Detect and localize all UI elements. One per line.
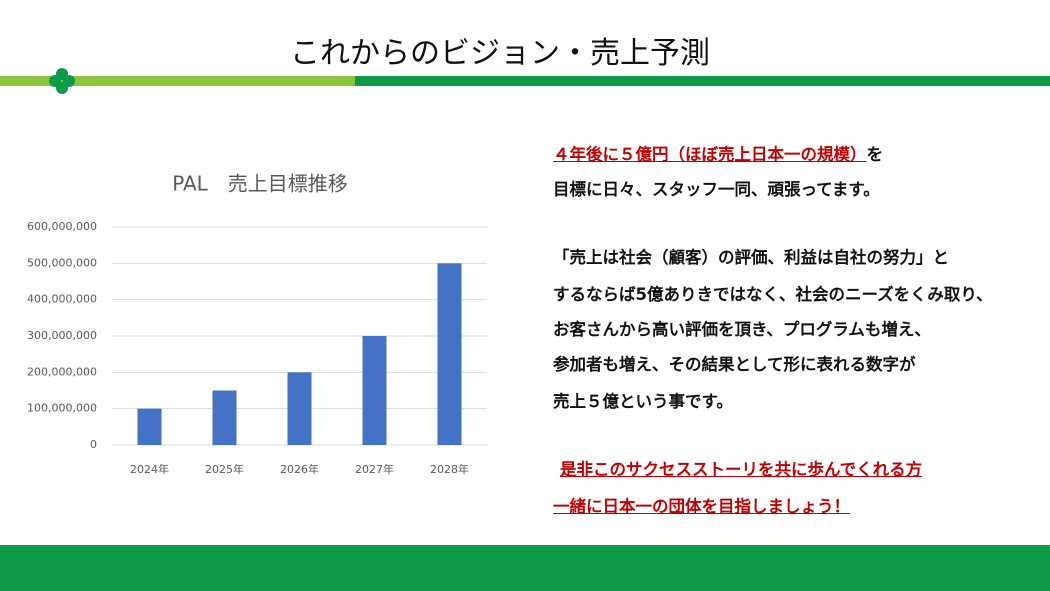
bar: [362, 336, 387, 445]
call-line: 是非このサクセスストーリを共に歩んでくれる方: [560, 460, 923, 479]
y-tick-label: 200,000,000: [27, 365, 97, 378]
x-tick-label: 2025年: [205, 462, 244, 476]
chart: PAL 売上目標推移 0 100,000,000 200,000,000 300,00…: [27, 172, 487, 476]
y-tick-label: 500,000,000: [27, 256, 97, 269]
bar: [137, 408, 162, 445]
y-tick-label: 300,000,000: [27, 329, 97, 342]
y-tick-label: 400,000,000: [27, 293, 97, 306]
call-line: 一緒に日本一の団体を目指しましょう！: [553, 497, 850, 516]
bar: [437, 263, 462, 445]
philosophy-line: 売上５億という事です。: [553, 392, 733, 411]
x-tick-label: 2027年: [355, 462, 394, 476]
x-tick-label: 2028年: [430, 462, 469, 476]
goal-line: ４年後に５億円（ほぼ売上日本一の規模）を: [553, 145, 883, 165]
philosophy-line: お客さんから高い評価を頂き、プログラムも増え、: [553, 320, 931, 339]
x-tick-label: 2026年: [280, 462, 319, 476]
philosophy-line: 「売上は社会（顧客）の評価、利益は自社の努力」と: [553, 248, 949, 267]
goal-highlight: ４年後に５億円（ほぼ売上日本一の規模）: [553, 145, 867, 164]
y-tick-label: 100,000,000: [27, 402, 97, 415]
y-tick-label: 0: [90, 438, 97, 451]
header-rule-light: [0, 76, 355, 86]
x-tick-label: 2024年: [130, 462, 169, 476]
bar: [287, 372, 312, 445]
header-rule-dark: [355, 76, 1050, 86]
chart-title: PAL 売上目標推移: [172, 172, 348, 196]
philosophy-line: 参加者も増え、その結果として形に表れる数字が: [553, 355, 916, 374]
bar: [212, 390, 237, 445]
slide-title: これからのビジョン・売上予測: [290, 36, 710, 71]
footer-band: [0, 545, 1050, 591]
goal-rest: を: [866, 145, 884, 164]
y-tick-label: 600,000,000: [27, 220, 97, 233]
clover-icon: [49, 68, 75, 94]
goal-line2: 目標に日々、スタッフ一同、頑張ってます。: [553, 180, 880, 199]
philosophy-line: するならば5億ありきではなく、社会のニーズをくみ取り、: [553, 285, 993, 304]
